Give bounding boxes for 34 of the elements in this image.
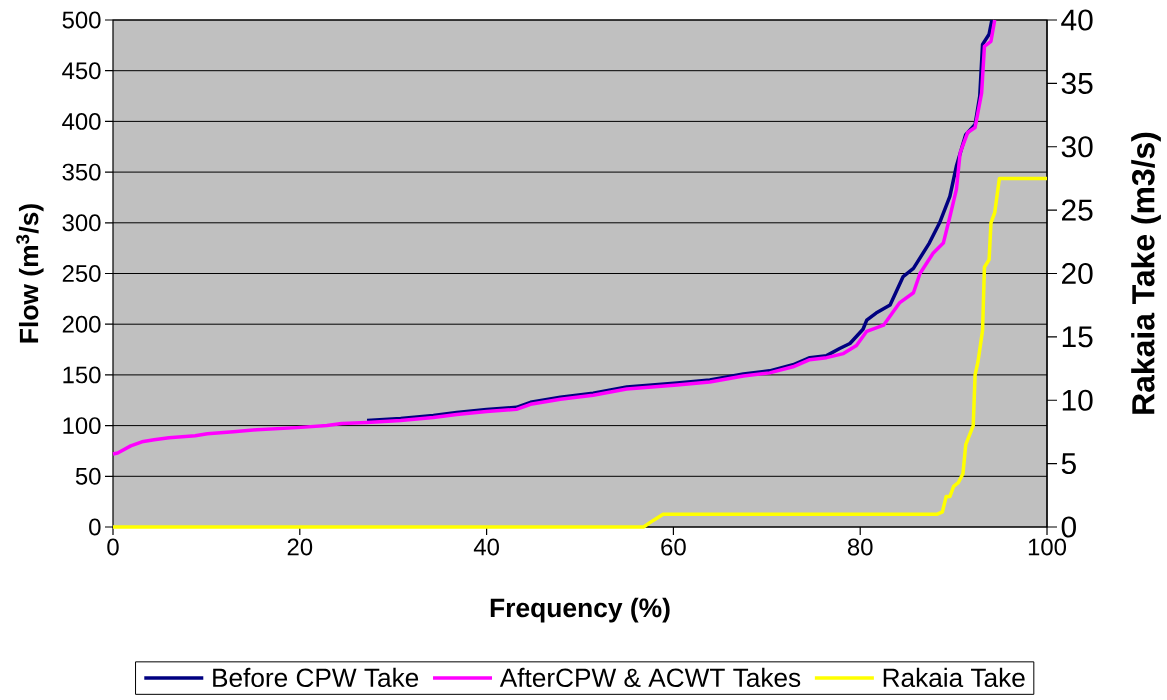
y-tick-label: 150: [63, 366, 101, 384]
x-tick-label: 40: [473, 538, 499, 556]
y-tick-label: 350: [62, 163, 101, 181]
y2-tick-label: 0: [1061, 516, 1076, 538]
y2-tick-label: 10: [1062, 389, 1093, 411]
legend-label: Rakaia Take: [883, 667, 1025, 688]
x-axis-title: Frequency (%): [490, 597, 670, 623]
legend-label: Before CPW Take: [213, 667, 419, 688]
y-tick-label: 300: [62, 214, 101, 232]
y-axis-title: Flow (m$^{3}$/s): [16, 204, 44, 343]
y2-tick-label: 35: [1061, 72, 1093, 94]
legend-label: AfterCPW & ACWT Takes: [499, 667, 801, 688]
y2-tick-label: 5: [1061, 453, 1076, 475]
y-tick-label: 500: [62, 11, 101, 29]
line-series: [111, 176, 1049, 529]
y2-tick-label: 25: [1062, 199, 1093, 221]
x-tick-label: 100: [1028, 538, 1067, 556]
y2-tick-label: 15: [1062, 326, 1093, 348]
y-tick-label: 100: [63, 417, 101, 435]
y2-tick-label: 30: [1061, 136, 1093, 158]
y2-axis-title: Rakaia Take (m3/s): [1131, 132, 1161, 414]
y-tick-label: 50: [75, 467, 101, 485]
y-tick-label: 200: [62, 315, 101, 333]
x-tick-label: 0: [107, 538, 119, 556]
y2-tick-label: 40: [1061, 9, 1093, 31]
line-series: [111, 18, 997, 456]
y-tick-label: 450: [62, 62, 101, 80]
x-tick-label: 60: [661, 538, 686, 556]
y-tick-label: 0: [89, 518, 101, 536]
x-tick-label: 80: [847, 538, 873, 556]
y2-tick-label: 20: [1062, 262, 1093, 285]
y-tick-label: 250: [62, 265, 101, 282]
y-tick-label: 400: [62, 112, 101, 130]
x-tick-label: 20: [287, 538, 313, 556]
